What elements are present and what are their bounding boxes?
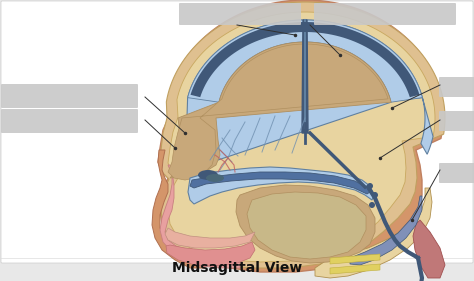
Polygon shape <box>302 20 308 133</box>
Ellipse shape <box>198 170 218 180</box>
Circle shape <box>367 183 373 189</box>
FancyBboxPatch shape <box>1 84 138 108</box>
Polygon shape <box>166 242 255 266</box>
Polygon shape <box>159 2 445 268</box>
Polygon shape <box>350 196 422 265</box>
FancyBboxPatch shape <box>1 109 138 133</box>
FancyBboxPatch shape <box>439 163 474 183</box>
FancyBboxPatch shape <box>439 111 474 131</box>
Polygon shape <box>315 188 432 278</box>
FancyBboxPatch shape <box>179 3 301 25</box>
Polygon shape <box>236 185 375 263</box>
Circle shape <box>369 202 375 208</box>
Polygon shape <box>413 220 445 278</box>
FancyBboxPatch shape <box>1 1 473 263</box>
FancyBboxPatch shape <box>314 3 456 25</box>
Polygon shape <box>190 172 370 194</box>
Polygon shape <box>152 150 205 268</box>
Polygon shape <box>168 44 388 180</box>
Polygon shape <box>158 0 443 272</box>
FancyBboxPatch shape <box>439 77 474 97</box>
Polygon shape <box>330 254 380 264</box>
Polygon shape <box>170 42 391 178</box>
Polygon shape <box>178 20 422 170</box>
Polygon shape <box>165 228 255 248</box>
Polygon shape <box>160 165 240 268</box>
Polygon shape <box>421 98 433 154</box>
Polygon shape <box>247 192 366 259</box>
Circle shape <box>372 192 378 198</box>
Text: Midsagittal View: Midsagittal View <box>172 261 302 275</box>
Polygon shape <box>168 12 435 262</box>
Polygon shape <box>188 167 374 204</box>
Polygon shape <box>188 20 422 102</box>
Polygon shape <box>330 264 380 274</box>
Ellipse shape <box>206 174 224 182</box>
Polygon shape <box>191 22 419 97</box>
